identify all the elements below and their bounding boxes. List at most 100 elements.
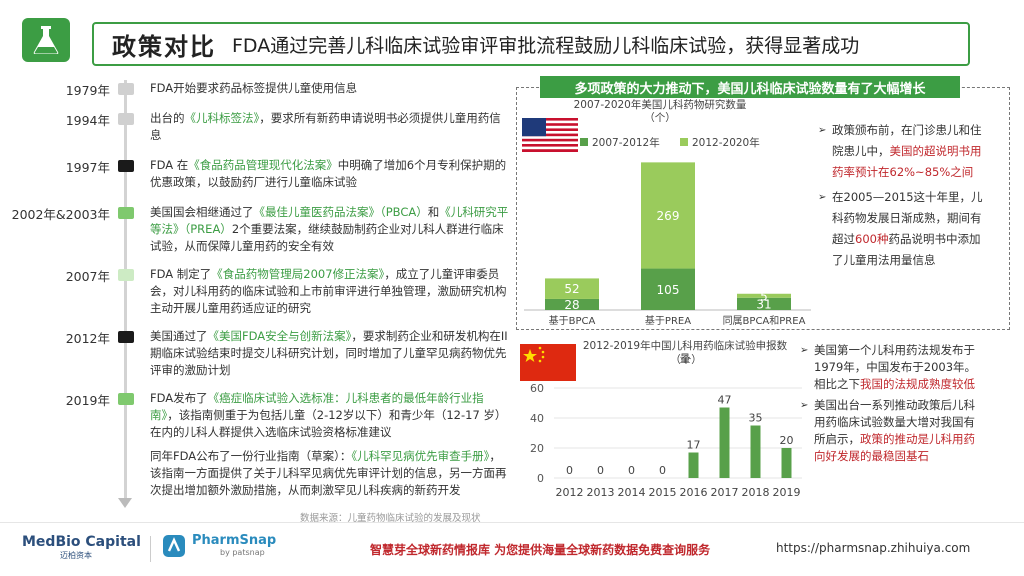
data-label: 31 [756, 297, 771, 311]
x-tick-label: 2019 [773, 486, 801, 499]
timeline-marker [118, 393, 134, 405]
category-label: 基于BPCA [549, 314, 596, 327]
timeline-event-text: FDA 在《食品药品管理现代化法案》中明确了增加6个月专利保护期的优惠政策，以鼓… [150, 157, 510, 191]
data-label: 0 [628, 464, 635, 477]
policy-name: 《儿科罕见病优先审查手册》 [351, 449, 490, 463]
category-label: 基于PREA [645, 314, 691, 327]
timeline-year: 1994年 [65, 113, 110, 128]
medbio-logo: MedBio Capital 迈柏资本 [22, 534, 141, 561]
policy-name: 《美国FDA安全与创新法案》 [207, 329, 352, 343]
bullet-item: ➢ 美国第一个儿科用药法规发布于1979年，中国发布于2003年。相比之下我国的法… [800, 342, 984, 393]
timeline-event-text: 美国通过了《美国FDA安全与创新法案》，要求制药企业和研发机构在II期临床试验结… [150, 328, 510, 379]
bar-segment [545, 298, 599, 310]
bullet-arrow-icon: ➢ [818, 125, 827, 136]
policy-name: 《食品药物管理局2007修正法案》 [211, 267, 385, 281]
data-label: 47 [718, 394, 732, 407]
bar-segment [641, 162, 695, 269]
timeline-marker [118, 83, 134, 95]
data-label: 105 [657, 283, 680, 297]
timeline-event-text: 美国国会相继通过了《最佳儿童医药品法案》（PBCA）和《儿科研究平等法》（PRE… [150, 204, 510, 255]
highlight-text: 政策的推动是儿科用药向好发展的最稳固基石 [814, 432, 975, 463]
event-text: ，要求制药企业和研发机构在II期临床试验结束时提交儿科研究计划，同时增加了儿童罕… [150, 329, 508, 377]
footer-slogan: 智慧芽全球新药情报库 为您提供海量全球新药数据免费查询服务 [370, 543, 711, 557]
page-subtitle: FDA通过完善儿科临床试验审评审批流程鼓励儿科临床试验，获得显著成功 [232, 34, 860, 57]
y-tick-label: 0 [537, 472, 544, 485]
timeline-event-text: 出台的《儿科标签法》，要求所有新药申请说明书必须提供儿童用药信息 [150, 110, 510, 144]
data-label: 17 [687, 439, 701, 452]
policy-name: 《食品药品管理现代化法案》 [188, 158, 338, 172]
cn-bullets: ➢ 美国第一个儿科用药法规发布于1979年，中国发布于2003年。相比之下我国的法… [800, 342, 984, 469]
timeline-marker [118, 331, 134, 343]
data-label: 20 [780, 434, 794, 447]
data-label: 35 [749, 412, 763, 425]
medbio-brand-sub: 迈柏资本 [60, 551, 92, 560]
timeline-event-text: FDA开始要求药品标签提供儿童使用信息 [150, 80, 510, 97]
header-bar: 政策对比 FDA通过完善儿科临床试验审评审批流程鼓励儿科临床试验，获得显著成功 [92, 22, 970, 66]
cn-chart-unit: （个） [670, 354, 702, 366]
footer-url-link[interactable]: https://pharmsnap.zhihuiya.com [776, 541, 971, 555]
timeline-marker [118, 113, 134, 125]
event-text: FDA 在 [150, 158, 189, 172]
timeline-year: 1997年 [65, 160, 110, 175]
footer-separator [150, 536, 151, 562]
legend-label: 2012-2020年 [692, 136, 760, 149]
policy-name: 《癌症临床试验入选标准：儿科患者的最低年龄行业指南》 [150, 391, 484, 422]
event-text: 美国通过了 [150, 329, 208, 343]
legend-label: 2007-2012年 [592, 136, 660, 149]
policy-name: 《儿科研究平等法》（PREA） [150, 205, 509, 236]
event-text: ，该指南侧重于为包括儿童（2-12岁以下）和青少年（12-17 岁）在内的儿科人… [150, 408, 507, 439]
bar-segment [641, 268, 695, 310]
event-text: 中明确了增加6个月专利保护期的优惠政策，以鼓励药厂进行儿童临床试验 [150, 158, 507, 189]
bar [750, 425, 761, 478]
us-chart-unit: （个） [644, 112, 676, 124]
us-flag-icon [522, 118, 578, 156]
bar [719, 407, 730, 478]
highlight-text: 我国的法规成熟度较低 [860, 377, 975, 391]
bullet-arrow-icon: ➢ [818, 192, 827, 203]
legend-swatch [680, 138, 688, 146]
event-text: 美国国会相继通过了 [150, 205, 254, 219]
event-text: ，该指南一方面提供了关于儿科罕见病优先审评计划的信息，另一方面再次提出增加额外激… [150, 449, 507, 497]
pharmsnap-brand-sub: by patsnap [220, 548, 265, 557]
event-text: FDA 制定了 [150, 267, 212, 281]
bullet-text: 药品说明书中添加了儿童用法用量信息 [832, 232, 981, 267]
china-flag-icon [520, 344, 576, 385]
y-tick-label: 60 [530, 382, 544, 395]
us-chart-title: 2007-2020年美国儿科药物研究数量 [573, 99, 747, 111]
us-bar-chart: 2007-2012年 2012-2020年 28 52 基于BPCA 105 269 基于PR… [524, 136, 811, 327]
timeline-year: 2019年 [65, 393, 110, 408]
bar-segment [737, 293, 791, 298]
bullet-arrow-icon: ➢ [800, 400, 809, 411]
data-label: 269 [657, 209, 680, 223]
event-text: 和 [427, 205, 440, 219]
timeline-year: 2002年&2003年 [11, 207, 110, 222]
x-tick-label: 2016 [680, 486, 708, 499]
legend-swatch [580, 138, 588, 146]
us-bullets: ➢ 政策颁布前，在门诊患儿和住院患儿中，美国的超说明书用药率预计在62%~85%之… [818, 120, 984, 275]
pharmsnap-logo: PharmSnap by patsnap [192, 533, 276, 557]
timeline-marker [118, 269, 134, 281]
bullet-text: 美国出台一系列推动政策后儿科用药临床试验数量大增对我国有所启示， [814, 398, 975, 446]
page-title: 政策对比 [112, 32, 216, 61]
x-tick-label: 2012 [556, 486, 584, 499]
timeline-year: 2012年 [65, 331, 110, 346]
cn-bar-chart: 0 20 40 60 0 2012 0 2013 0 2014 0 2015 17 2016 47 2017 3… [530, 382, 802, 499]
timeline-marker [118, 160, 134, 172]
highlight-text: 600种 [855, 232, 889, 246]
bar-segment [737, 297, 791, 310]
x-tick-label: 2018 [742, 486, 770, 499]
bullet-item: ➢ 政策颁布前，在门诊患儿和住院患儿中，美国的超说明书用药率预计在62%~85%之… [818, 120, 984, 183]
policy-name: 《儿科标签法》 [184, 111, 260, 125]
bullet-text: 政策颁布前，在门诊患儿和住院患儿中， [832, 123, 982, 158]
pharmsnap-logo-icon [162, 534, 186, 562]
data-label: 0 [566, 464, 573, 477]
event-text: 出台的 [150, 111, 185, 125]
data-label: 0 [597, 464, 604, 477]
bar-segment [545, 278, 599, 299]
x-tick-label: 2014 [618, 486, 646, 499]
timeline-arrow-icon [118, 498, 132, 508]
event-text: FDA开始要求药品标签提供儿童使用信息 [150, 81, 358, 95]
pharmsnap-brand-name: PharmSnap [192, 533, 277, 548]
data-label: 28 [564, 298, 579, 312]
timeline-event-text: 同年FDA公布了一份行业指南（草案）：《儿科罕见病优先审查手册》，该指南一方面提… [150, 448, 510, 499]
